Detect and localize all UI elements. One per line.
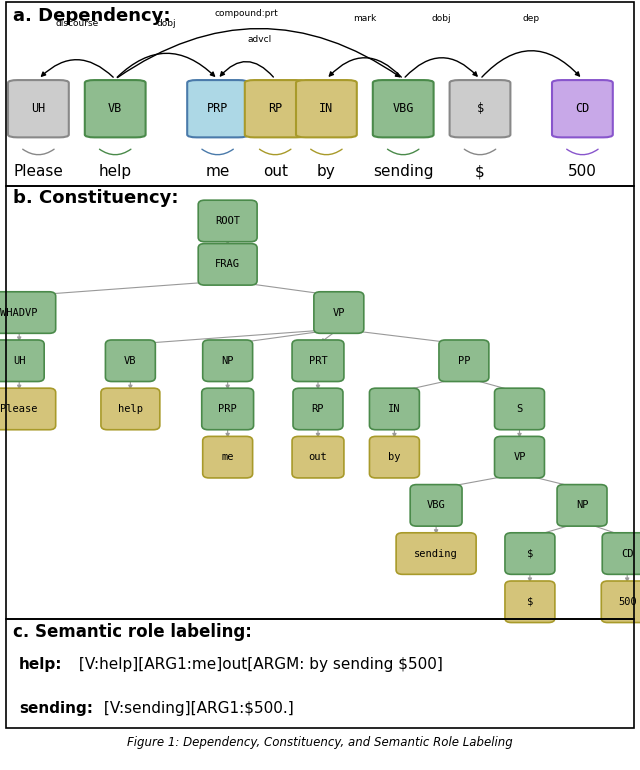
Text: sending:: sending: (19, 701, 93, 715)
FancyBboxPatch shape (292, 340, 344, 381)
FancyBboxPatch shape (0, 340, 44, 381)
Text: Figure 1: Dependency, Constituency, and Semantic Role Labeling: Figure 1: Dependency, Constituency, and … (127, 736, 513, 749)
Text: VB: VB (108, 102, 122, 116)
Text: dobj: dobj (157, 19, 176, 28)
Text: help: help (99, 164, 132, 179)
FancyBboxPatch shape (369, 437, 419, 478)
FancyBboxPatch shape (410, 484, 462, 526)
FancyArrowPatch shape (405, 58, 477, 77)
Text: compound:prt: compound:prt (214, 9, 278, 18)
FancyBboxPatch shape (505, 533, 555, 574)
Text: RP: RP (312, 404, 324, 414)
FancyArrowPatch shape (118, 28, 399, 78)
Text: $: $ (527, 597, 533, 607)
Text: Please: Please (13, 164, 63, 179)
Text: FRAG: FRAG (215, 259, 240, 270)
FancyBboxPatch shape (495, 388, 545, 430)
FancyBboxPatch shape (203, 437, 253, 478)
FancyBboxPatch shape (198, 243, 257, 285)
Text: discourse: discourse (55, 19, 99, 28)
FancyBboxPatch shape (203, 340, 253, 381)
FancyBboxPatch shape (505, 581, 555, 622)
FancyBboxPatch shape (198, 200, 257, 242)
FancyBboxPatch shape (85, 80, 146, 137)
Text: $: $ (475, 164, 485, 179)
Text: out: out (308, 452, 328, 462)
Text: PP: PP (458, 356, 470, 366)
Text: CD: CD (621, 548, 634, 558)
Text: Please: Please (1, 404, 38, 414)
FancyBboxPatch shape (0, 388, 56, 430)
Text: by: by (317, 164, 336, 179)
FancyBboxPatch shape (101, 388, 160, 430)
FancyBboxPatch shape (202, 388, 253, 430)
FancyArrowPatch shape (330, 58, 401, 77)
Text: [V:help][ARG1:me]out[ARGM: by sending $500]: [V:help][ARG1:me]out[ARGM: by sending $5… (74, 657, 442, 672)
Text: VP: VP (333, 307, 345, 317)
FancyBboxPatch shape (292, 437, 344, 478)
FancyBboxPatch shape (450, 80, 511, 137)
Text: VBG: VBG (427, 500, 445, 511)
Text: PRP: PRP (207, 102, 228, 116)
FancyBboxPatch shape (439, 340, 489, 381)
Text: dobj: dobj (432, 15, 451, 23)
Text: $: $ (476, 102, 484, 116)
Text: UH: UH (31, 102, 45, 116)
Text: NP: NP (221, 356, 234, 366)
FancyBboxPatch shape (293, 388, 343, 430)
Text: b. Constituency:: b. Constituency: (13, 189, 179, 206)
Text: c. Semantic role labeling:: c. Semantic role labeling: (13, 624, 252, 641)
FancyArrowPatch shape (117, 53, 214, 77)
FancyBboxPatch shape (244, 80, 306, 137)
FancyBboxPatch shape (602, 581, 640, 622)
Text: a. Dependency:: a. Dependency: (13, 7, 170, 25)
Text: 500: 500 (618, 597, 637, 607)
Text: mark: mark (353, 15, 376, 23)
FancyBboxPatch shape (552, 80, 613, 137)
FancyArrowPatch shape (220, 62, 273, 77)
FancyArrowPatch shape (42, 60, 113, 77)
Text: dep: dep (523, 15, 540, 23)
Text: PRP: PRP (218, 404, 237, 414)
Text: help: help (118, 404, 143, 414)
Text: S: S (516, 404, 523, 414)
Text: PRT: PRT (308, 356, 328, 366)
FancyBboxPatch shape (187, 80, 248, 137)
FancyBboxPatch shape (372, 80, 434, 137)
Text: ROOT: ROOT (215, 216, 240, 226)
Text: VBG: VBG (392, 102, 414, 116)
FancyBboxPatch shape (296, 80, 357, 137)
FancyBboxPatch shape (396, 533, 476, 574)
Text: NP: NP (576, 500, 588, 511)
FancyBboxPatch shape (314, 292, 364, 333)
Text: IN: IN (319, 102, 333, 116)
FancyBboxPatch shape (557, 484, 607, 526)
FancyBboxPatch shape (0, 292, 56, 333)
Text: by: by (388, 452, 401, 462)
Text: VP: VP (513, 452, 525, 462)
FancyBboxPatch shape (369, 388, 419, 430)
Text: [V:sending][ARG1:$500.]: [V:sending][ARG1:$500.] (99, 701, 294, 715)
Text: help:: help: (19, 657, 63, 672)
Text: CD: CD (575, 102, 589, 116)
Text: VB: VB (124, 356, 136, 366)
Text: RP: RP (268, 102, 282, 116)
Text: IN: IN (388, 404, 401, 414)
Text: $: $ (527, 548, 533, 558)
Text: WHADVP: WHADVP (1, 307, 38, 317)
FancyArrowPatch shape (482, 51, 579, 77)
Text: 500: 500 (568, 164, 597, 179)
Text: sending: sending (414, 548, 458, 558)
Text: UH: UH (13, 356, 26, 366)
Text: sending: sending (373, 164, 433, 179)
FancyBboxPatch shape (602, 533, 640, 574)
FancyBboxPatch shape (106, 340, 156, 381)
Text: me: me (221, 452, 234, 462)
Text: out: out (262, 164, 288, 179)
Text: advcl: advcl (247, 35, 271, 44)
FancyBboxPatch shape (8, 80, 69, 137)
FancyBboxPatch shape (495, 437, 545, 478)
Text: me: me (205, 164, 230, 179)
